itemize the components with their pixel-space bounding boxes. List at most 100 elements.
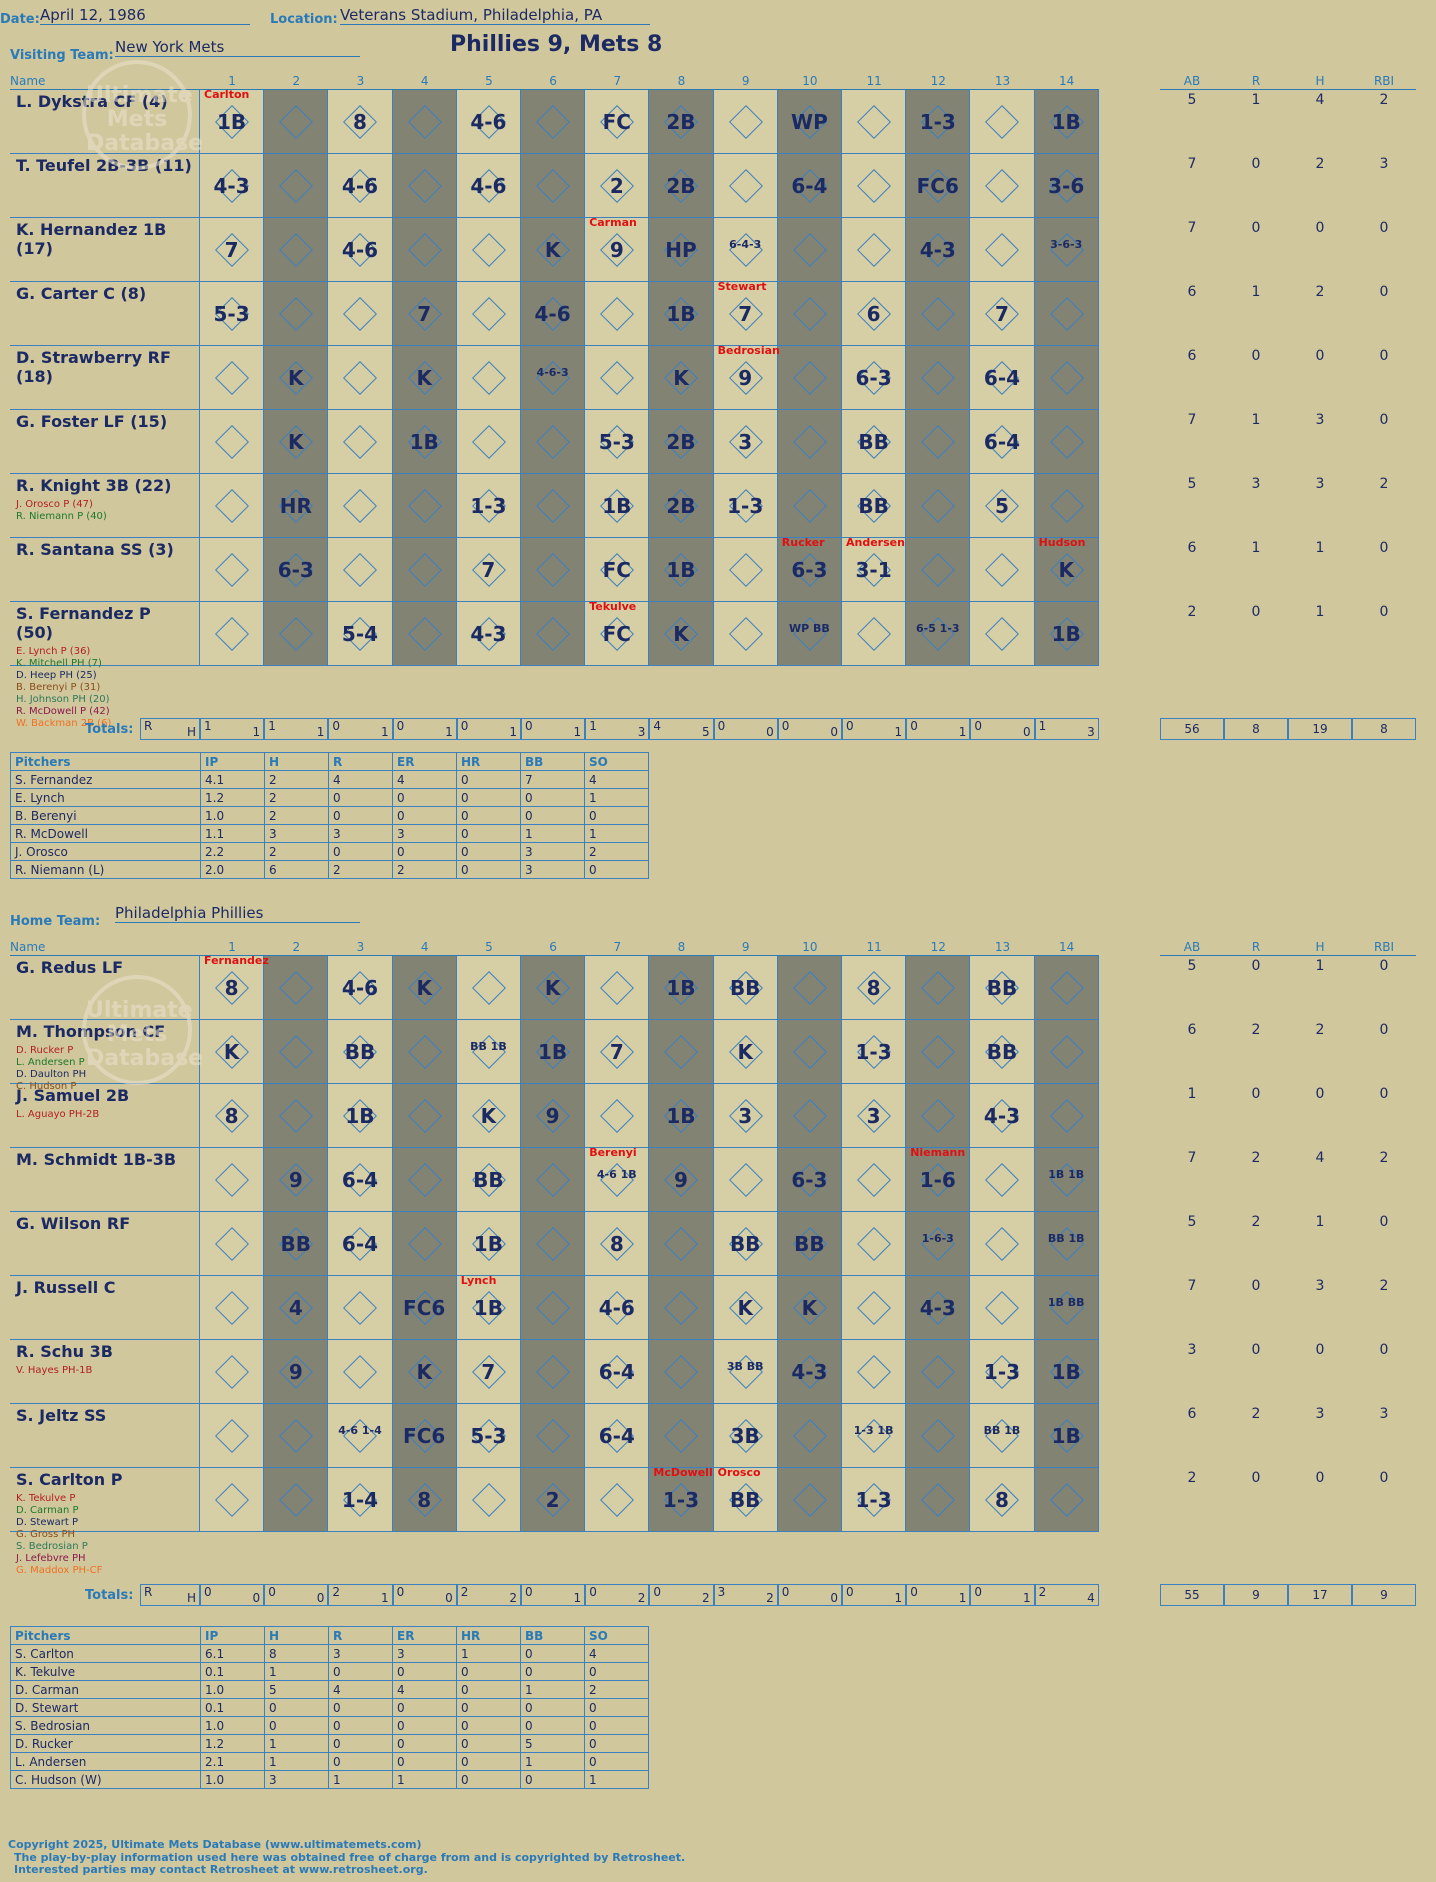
home-inning-cell: 8 [585, 1212, 650, 1276]
home-pitcher-stat: 0 [520, 1716, 585, 1735]
visitors-play-result: 5-3 [598, 430, 635, 454]
home-substitute-name: G. Gross PH [16, 1529, 76, 1540]
visitors-inning-cell: 4-3 [456, 602, 521, 666]
home-play-result: 1B 1B [1048, 1168, 1085, 1181]
home-inning-cell: 1-6-3 [906, 1212, 971, 1276]
visitors-totals-runs: 0 [846, 719, 854, 733]
home-pitcher-stat: 5 [520, 1734, 585, 1753]
visitors-inning-cell [842, 154, 907, 218]
visitors-play-result: 5-4 [341, 622, 379, 646]
visitors-play-result: 1B [1051, 110, 1081, 134]
visitors-inning-cell: 7 [713, 282, 778, 346]
home-inning-cell [200, 1340, 265, 1404]
visitors-inning-cell: 4-3 [906, 218, 971, 282]
home-pitching-header-ip: IP [200, 1626, 265, 1645]
home-inning-cell: 2 [521, 1468, 586, 1532]
home-pitcher-stat: 0 [584, 1734, 649, 1753]
home-inning-cell: FC6 [392, 1404, 457, 1468]
visitors-totals-stat: 56 [1160, 718, 1224, 740]
visitors-inning-cell: 6-3 [264, 538, 329, 602]
visitors-inning-cell: 6-4-3 [713, 218, 778, 282]
home-stat-h: 4 [1315, 1150, 1325, 1166]
home-base-diamond-icon [857, 1227, 892, 1261]
home-pitcher-stat: 0 [584, 1698, 649, 1717]
visitors-pitcher-stat: 1.1 [200, 824, 265, 843]
home-base-diamond-icon [215, 1163, 250, 1197]
visitors-pitcher-name: J. Orosco [10, 842, 201, 861]
visitors-base-diamond-icon [343, 361, 378, 395]
home-stat-ab: 5 [1187, 1214, 1197, 1230]
visitors-base-diamond-icon [215, 425, 250, 459]
home-pitching-header-hr: HR [456, 1626, 521, 1645]
visitors-base-diamond-icon [407, 489, 442, 523]
home-player-row: S. Jeltz SS [10, 1404, 200, 1468]
visitors-inning-cell: 4-6 [456, 90, 521, 154]
home-pitcher-stat: 1 [264, 1734, 329, 1753]
home-play-result: 9 [288, 1360, 303, 1384]
visitors-header-inning: 8 [649, 74, 714, 90]
home-base-diamond-icon [664, 1355, 699, 1389]
visitors-stat-h: 0 [1315, 348, 1325, 364]
visitors-inning-cell: 7 [456, 538, 521, 602]
home-stat-r: 2 [1251, 1022, 1261, 1038]
visitors-play-result: 3-6-3 [1050, 238, 1083, 251]
home-inning-cell [521, 1404, 586, 1468]
home-inning-cell [328, 1340, 393, 1404]
home-stat-ab: 7 [1187, 1278, 1197, 1294]
visitors-base-diamond-icon [792, 489, 827, 523]
visitors-inning-cell: 2B [649, 90, 714, 154]
visitors-substitutes: E. Lynch P (36) K. Mitchell PH (7) D. Heep… [16, 646, 193, 730]
home-inning-cell: 4-6 1-4 [328, 1404, 393, 1468]
home-base-diamond-icon [536, 1227, 571, 1261]
visitors-pitcher-stat: 4 [328, 770, 393, 789]
visitors-play-result: 4-6 [534, 302, 571, 326]
home-inning-cell: 6-4 [585, 1340, 650, 1404]
home-pitcher-stat: 1.0 [200, 1680, 265, 1699]
visitors-header-inning: 10 [777, 74, 842, 90]
visitors-inning-cell: 1-3 [713, 474, 778, 538]
visitors-inning-cell [713, 538, 778, 602]
visitors-pitcher-stat: 1 [584, 824, 649, 843]
home-inning-cell: K [521, 956, 586, 1020]
home-totals-runs: 0 [846, 1585, 854, 1599]
visitors-inning-cell [842, 218, 907, 282]
home-totals-runs: 2 [460, 1585, 469, 1599]
home-base-diamond-icon [921, 1355, 956, 1389]
home-stat-h: 3 [1315, 1406, 1325, 1422]
visitors-pitcher-stat: 0 [328, 806, 393, 825]
visitors-stat-h: 2 [1315, 284, 1325, 300]
home-base-diamond-icon [792, 971, 827, 1005]
home-base-diamond-icon [857, 1355, 892, 1389]
home-header-inning: 5 [456, 940, 521, 956]
home-substitute-name: K. Tekulve P [16, 1493, 76, 1504]
home-play-result: 1-6 [919, 1168, 956, 1192]
home-player-row: J. Russell C [10, 1276, 200, 1340]
visitors-play-result: 4-3 [213, 174, 250, 198]
visitors-pitching-header-row: Pitchers IP H R ER HR BB SO [10, 752, 649, 771]
visitors-inning-cell: 3-6 [1034, 154, 1099, 218]
visitors-inning-cell [713, 602, 778, 666]
home-inning-cell: 3 [842, 1084, 907, 1148]
home-base-diamond-icon [792, 1419, 827, 1453]
visitors-header-inning: 3 [328, 74, 393, 90]
home-pitcher-stat: 5 [264, 1680, 329, 1699]
visitors-play-result: FC [602, 110, 631, 134]
visitors-pitcher-stat: 1 [584, 788, 649, 807]
visitors-header-inning: 1 [200, 74, 265, 90]
home-base-diamond-icon [921, 1419, 956, 1453]
home-player-row: J. Samuel 2B L. Aguayo PH-2B [10, 1084, 200, 1148]
visitors-pitcher-stat: 0 [456, 824, 521, 843]
visitors-scorecard: Name 1 2 3 4 5 6 7 8 9 10 11 12 13 14 AB R H RBI L. Dykstra… [10, 74, 1416, 740]
home-base-diamond-icon [536, 1291, 571, 1325]
visitors-pitcher-stat: 3 [264, 824, 329, 843]
home-player-row: R. Schu 3B V. Hayes PH-1B [10, 1340, 200, 1404]
home-totals-label: Totals: [85, 1588, 134, 1603]
home-inning-cell [777, 956, 842, 1020]
home-totals-hits: 2 [701, 1591, 710, 1605]
home-substitute-name: C. Hudson P [16, 1081, 77, 1092]
visitors-inning-cell [777, 218, 842, 282]
home-play-result: BB [986, 1040, 1018, 1064]
visitors-inning-cell [328, 538, 393, 602]
